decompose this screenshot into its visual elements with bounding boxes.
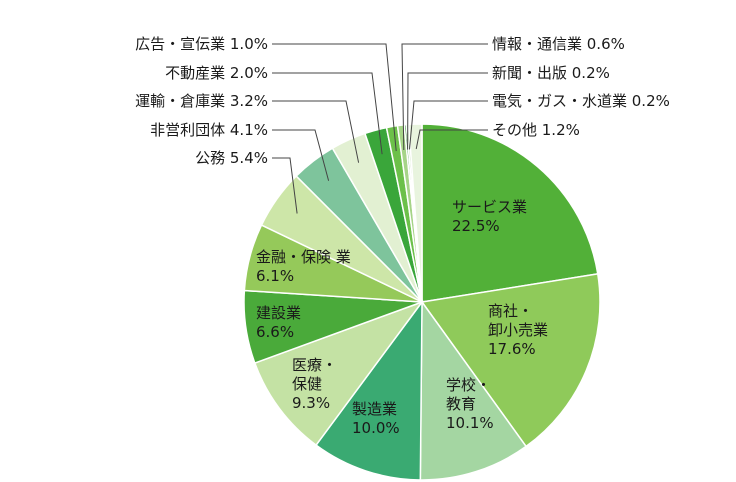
slice-8-leader — [272, 129, 330, 181]
slice-10-leader — [272, 72, 383, 155]
slice-8-label: 非営利団体 4.1% — [150, 121, 268, 139]
slice-1 — [420, 273, 601, 448]
slice-9-label: 運輸・倉庫業 3.2% — [135, 92, 268, 110]
slice-14-label: 電気・ガス・水道業 0.2% — [492, 92, 670, 110]
slice-0-label: サービス業 22.5% — [452, 198, 527, 235]
slice-12-label: 情報・通信業 0.6% — [492, 35, 625, 53]
slice-5-label: 建設業 6.6% — [256, 304, 301, 341]
slice-12-leader — [401, 43, 488, 151]
slice-4-label: 医療・保健 9.3% — [292, 356, 337, 412]
slice-3 — [315, 299, 423, 481]
slice-1-label: 商社・卸小売業 17.6% — [488, 302, 548, 358]
slice-4 — [253, 300, 425, 447]
slice-6-label: 金融・保険 業 6.1% — [256, 248, 351, 285]
slice-3-label: 製造業 10.0% — [352, 400, 400, 437]
slice-10-label: 不動産業 2.0% — [165, 64, 268, 82]
slice-13-leader — [407, 72, 488, 150]
leader-lines — [272, 43, 488, 214]
slice-2-label: 学校・教育 10.1% — [446, 376, 494, 432]
slice-0 — [421, 123, 599, 303]
slice-15-leader — [415, 129, 488, 150]
slice-9-leader — [272, 100, 360, 163]
slice-7-leader — [272, 157, 298, 214]
slice-2 — [419, 299, 528, 481]
slice-7-label: 公務 5.4% — [195, 149, 268, 167]
slice-14-leader — [409, 100, 488, 150]
slice-15 — [407, 123, 423, 303]
pie-slices — [243, 123, 601, 481]
slice-11-label: 広告・宣伝業 1.0% — [135, 35, 268, 53]
slice-15-label: その他 1.2% — [492, 121, 580, 139]
slice-13-label: 新聞・出版 0.2% — [492, 64, 610, 82]
slice-labels: サービス業 22.5% 商社・卸小売業 17.6% 学校・教育 10.1% 製造業 10.0%… — [135, 35, 670, 437]
slice-11-leader — [272, 43, 397, 152]
